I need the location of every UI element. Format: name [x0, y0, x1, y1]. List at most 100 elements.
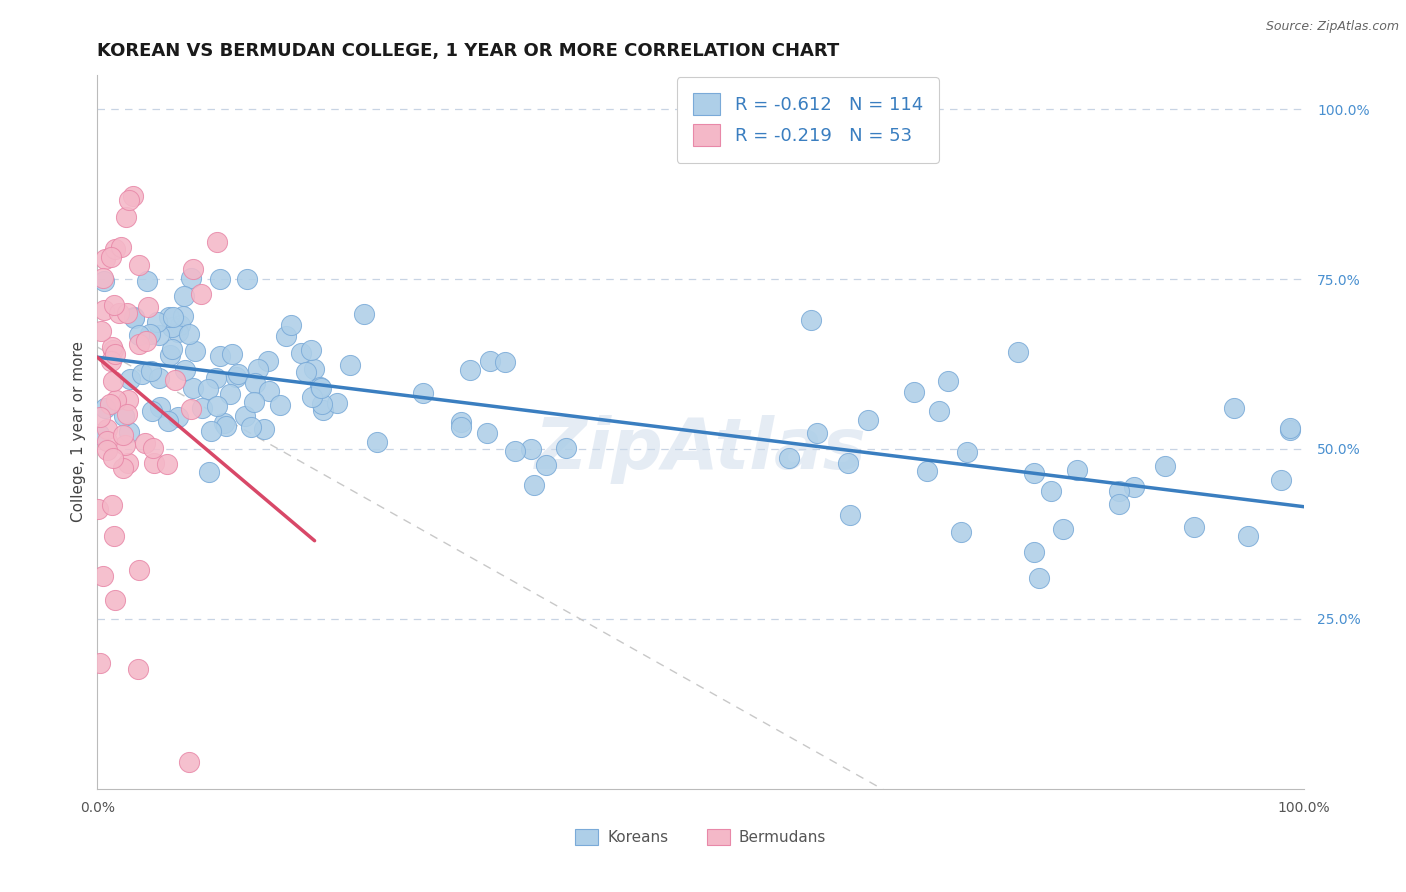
Point	[128, 336, 150, 351]
Point	[856, 413, 879, 427]
Point	[162, 310, 184, 324]
Point	[115, 407, 138, 421]
Point	[1236, 528, 1258, 542]
Point	[142, 442, 165, 456]
Point	[412, 385, 434, 400]
Text: Source: ZipAtlas.com: Source: ZipAtlas.com	[1265, 20, 1399, 33]
Point	[1278, 423, 1301, 437]
Point	[160, 343, 183, 357]
Point	[1022, 545, 1045, 559]
Point	[353, 307, 375, 321]
Point	[312, 403, 335, 417]
Point	[1182, 520, 1205, 534]
Point	[146, 315, 169, 329]
Point	[339, 359, 361, 373]
Point	[156, 458, 179, 472]
Point	[101, 343, 124, 357]
Point	[118, 425, 141, 439]
Point	[139, 364, 162, 378]
Point	[135, 334, 157, 348]
Point	[949, 524, 972, 539]
Point	[1270, 473, 1292, 487]
Point	[1039, 483, 1062, 498]
Point	[243, 376, 266, 391]
Point	[236, 272, 259, 286]
Point	[233, 409, 256, 423]
Point	[214, 416, 236, 430]
Point	[207, 235, 229, 249]
Point	[139, 326, 162, 341]
Point	[128, 563, 150, 577]
Point	[127, 662, 149, 676]
Point	[181, 262, 204, 277]
Point	[124, 311, 146, 326]
Point	[290, 346, 312, 360]
Point	[190, 401, 212, 415]
Point	[96, 434, 118, 449]
Point	[91, 271, 114, 285]
Point	[159, 348, 181, 362]
Point	[100, 251, 122, 265]
Point	[136, 300, 159, 314]
Point	[226, 367, 249, 381]
Point	[141, 403, 163, 417]
Point	[104, 593, 127, 607]
Point	[246, 362, 269, 376]
Point	[197, 383, 219, 397]
Point	[240, 420, 263, 434]
Point	[157, 415, 180, 429]
Point	[101, 374, 124, 388]
Point	[114, 438, 136, 452]
Point	[143, 456, 166, 470]
Point	[1066, 462, 1088, 476]
Point	[299, 343, 322, 357]
Point	[93, 274, 115, 288]
Point	[257, 354, 280, 368]
Point	[280, 318, 302, 332]
Point	[936, 374, 959, 388]
Point	[839, 508, 862, 522]
Point	[309, 380, 332, 394]
Point	[274, 329, 297, 343]
Point	[209, 272, 232, 286]
Point	[204, 371, 226, 385]
Point	[110, 240, 132, 254]
Point	[494, 355, 516, 369]
Point	[903, 384, 925, 399]
Point	[93, 302, 115, 317]
Point	[112, 409, 135, 423]
Point	[311, 397, 333, 411]
Point	[131, 367, 153, 381]
Point	[115, 210, 138, 224]
Point	[536, 458, 558, 473]
Point	[523, 478, 546, 492]
Point	[479, 353, 502, 368]
Point	[1123, 480, 1146, 494]
Point	[253, 422, 276, 436]
Point	[1223, 401, 1246, 416]
Point	[93, 252, 115, 267]
Point	[205, 399, 228, 413]
Point	[105, 392, 128, 407]
Point	[89, 409, 111, 424]
Point	[1153, 458, 1175, 473]
Point	[301, 390, 323, 404]
Text: ZipAtlas: ZipAtlas	[534, 416, 866, 484]
Point	[800, 313, 823, 327]
Point	[458, 362, 481, 376]
Point	[91, 569, 114, 583]
Point	[956, 445, 979, 459]
Point	[1007, 345, 1029, 359]
Point	[190, 287, 212, 301]
Point	[100, 353, 122, 368]
Point	[179, 755, 201, 769]
Point	[1028, 571, 1050, 585]
Point	[166, 410, 188, 425]
Point	[101, 451, 124, 466]
Point	[89, 656, 111, 670]
Point	[837, 456, 859, 470]
Point	[294, 365, 316, 379]
Point	[215, 419, 238, 434]
Point	[1022, 467, 1045, 481]
Point	[326, 395, 349, 409]
